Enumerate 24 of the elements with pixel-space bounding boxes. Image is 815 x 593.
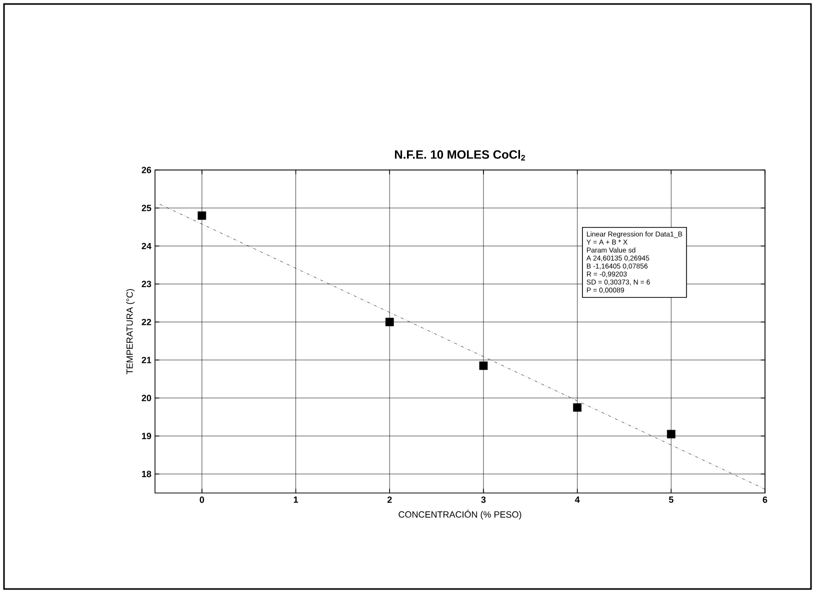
x-tick-label: 5: [668, 496, 674, 503]
point: [479, 361, 488, 370]
x-tick-label: 6: [762, 496, 768, 503]
y-tick-label: 23: [142, 280, 152, 288]
y-tick-label: 21: [142, 356, 152, 364]
x-tick-label: 0: [200, 496, 204, 503]
x-tick-label: 3: [481, 496, 486, 503]
y-tick-label: 19: [142, 432, 152, 440]
point: [198, 211, 206, 220]
y-tick-label: 26: [142, 166, 152, 174]
y-axis-title: TEMPERATURA (°C): [126, 289, 135, 374]
point: [666, 430, 676, 438]
y-tick-label: 22: [142, 318, 152, 326]
x-axis-title: CONCENTRACIÓN (% PESO): [398, 510, 522, 520]
y-tick-label: 24: [142, 242, 152, 250]
point: [573, 403, 582, 412]
y-tick-label: 25: [142, 204, 152, 212]
x-tick-label: 1: [294, 496, 298, 503]
x-tick-label: 2: [387, 496, 392, 503]
y-tick-label: 20: [142, 394, 152, 402]
chart-title: N.F.E. 10 MOLES CoCl$_{2}$: [394, 150, 525, 160]
point: [385, 318, 394, 326]
y-tick-label: 18: [142, 470, 152, 478]
x-tick-label: 4: [574, 496, 580, 503]
